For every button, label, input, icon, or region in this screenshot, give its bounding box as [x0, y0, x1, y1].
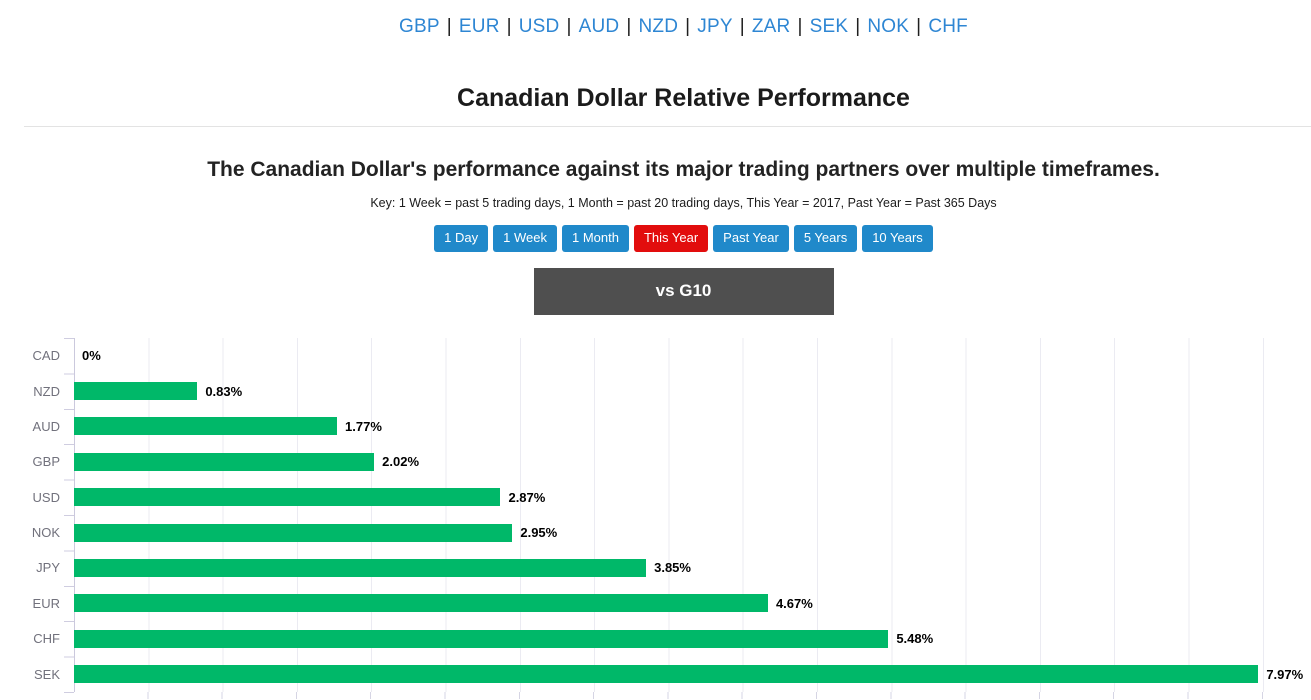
nav-link-nzd[interactable]: NZD — [638, 16, 679, 37]
bar-eur — [74, 594, 768, 613]
nav-link-sek[interactable]: SEK — [809, 16, 849, 37]
bar-jpy — [74, 558, 647, 577]
value-label: 0.83% — [205, 383, 243, 399]
chart-row: AUD 1.77% — [0, 409, 1311, 444]
y-axis-ticks — [64, 337, 74, 694]
timeframe-button-this-year[interactable]: This Year — [633, 225, 709, 252]
section-header-vs-g10: vs G10 — [533, 267, 834, 315]
category-label-nzd: NZD — [33, 383, 60, 399]
value-label: 2.95% — [520, 525, 558, 541]
bar-area: 1.77% — [74, 417, 1311, 436]
nav-link-aud[interactable]: AUD — [578, 16, 620, 37]
timeframe-button-5-years[interactable]: 5 Years — [793, 225, 858, 252]
chart-row: JPY 3.85% — [0, 550, 1311, 585]
timeframe-button-row: 1 Day 1 Week 1 Month This Year Past Year 5 Ye… — [56, 225, 1311, 252]
category-label-nok: NOK — [31, 525, 60, 541]
nav-link-nok[interactable]: NOK — [867, 16, 910, 37]
value-label: 3.85% — [654, 560, 691, 576]
key-note: Key: 1 Week = past 5 trading days, 1 Mon… — [370, 196, 997, 210]
chart-rows: CAD 0% NZD 0.83% AUD 1.77% GBP 2.02% USD 2.87% NOK… — [0, 333, 1311, 692]
category-label-usd: USD — [32, 489, 60, 505]
category-label-eur: EUR — [32, 595, 60, 611]
value-label: 2.02% — [382, 454, 420, 470]
nav-separator: | — [506, 16, 512, 37]
category-label-chf: CHF — [33, 631, 60, 647]
bar-area: 2.02% — [74, 452, 1311, 471]
chart-row: CHF 5.48% — [0, 621, 1311, 656]
value-label: 4.67% — [775, 595, 813, 611]
nav-separator: | — [739, 16, 745, 37]
chart-row: SEK 7.97% — [0, 656, 1311, 691]
nav-separator: | — [685, 16, 691, 37]
bar-area: 4.67% — [74, 594, 1311, 613]
chart-row: EUR 4.67% — [0, 586, 1311, 621]
bar-area: 2.95% — [74, 523, 1311, 542]
category-label-jpy: JPY — [36, 560, 60, 576]
section-title: vs G10 — [655, 281, 712, 301]
nav-separator: | — [855, 16, 861, 37]
relative-performance-chart: CAD 0% NZD 0.83% AUD 1.77% GBP 2.02% USD 2.87% NOK… — [0, 333, 1311, 700]
value-label: 1.77% — [345, 418, 382, 434]
bar-area: 7.97% — [74, 665, 1311, 684]
chart-row: NOK 2.95% — [0, 515, 1311, 550]
divider — [24, 126, 1311, 127]
nav-link-eur[interactable]: EUR — [458, 16, 500, 37]
nav-separator: | — [916, 16, 922, 37]
bar-area: 0% — [74, 347, 1311, 365]
chart-row: USD 2.87% — [0, 480, 1311, 515]
nav-separator: | — [797, 16, 803, 37]
subtitle: The Canadian Dollar's performance agains… — [207, 158, 1160, 181]
bar-area: 5.48% — [74, 629, 1311, 648]
nav-link-chf[interactable]: CHF — [928, 16, 968, 37]
category-label-sek: SEK — [33, 666, 60, 682]
nav-separator: | — [446, 16, 452, 37]
chart-row: NZD 0.83% — [0, 373, 1311, 408]
nav-link-gbp[interactable]: GBP — [399, 16, 440, 37]
page-title: Canadian Dollar Relative Performance — [457, 84, 910, 112]
bar-sek — [74, 665, 1259, 684]
bar-aud — [74, 417, 338, 436]
nav-separator: | — [626, 16, 632, 37]
bar-chf — [74, 629, 889, 648]
bar-usd — [74, 488, 501, 507]
bar-area: 3.85% — [74, 558, 1311, 577]
bar-area: 0.83% — [74, 382, 1311, 401]
timeframe-button-past-year[interactable]: Past Year — [713, 225, 789, 252]
value-label: 2.87% — [508, 489, 546, 505]
nav-link-jpy[interactable]: JPY — [697, 16, 733, 37]
nav-link-zar[interactable]: ZAR — [751, 16, 791, 37]
x-axis-ticks — [74, 691, 1311, 699]
bar-gbp — [74, 452, 375, 471]
value-label: 7.97% — [1266, 666, 1304, 682]
timeframe-button-1-week[interactable]: 1 Week — [493, 225, 557, 252]
chart-row: GBP 2.02% — [0, 444, 1311, 479]
bar-area: 2.87% — [74, 488, 1311, 507]
timeframe-button-10-years[interactable]: 10 Years — [862, 225, 933, 252]
value-label: 0% — [82, 348, 101, 364]
bar-nzd — [74, 382, 198, 401]
currency-nav: GBP | EUR | USD | AUD | NZD | JPY | ZAR | SEK | NOK | CHF — [56, 16, 1311, 38]
nav-link-usd[interactable]: USD — [518, 16, 560, 37]
category-label-cad: CAD — [32, 348, 60, 364]
value-label: 5.48% — [896, 631, 934, 647]
bar-nok — [74, 523, 513, 542]
chart-row: CAD 0% — [0, 338, 1311, 373]
category-label-aud: AUD — [32, 418, 60, 434]
nav-separator: | — [566, 16, 572, 37]
category-label-gbp: GBP — [32, 454, 60, 470]
timeframe-button-1-day[interactable]: 1 Day — [434, 225, 489, 252]
timeframe-button-1-month[interactable]: 1 Month — [561, 225, 629, 252]
